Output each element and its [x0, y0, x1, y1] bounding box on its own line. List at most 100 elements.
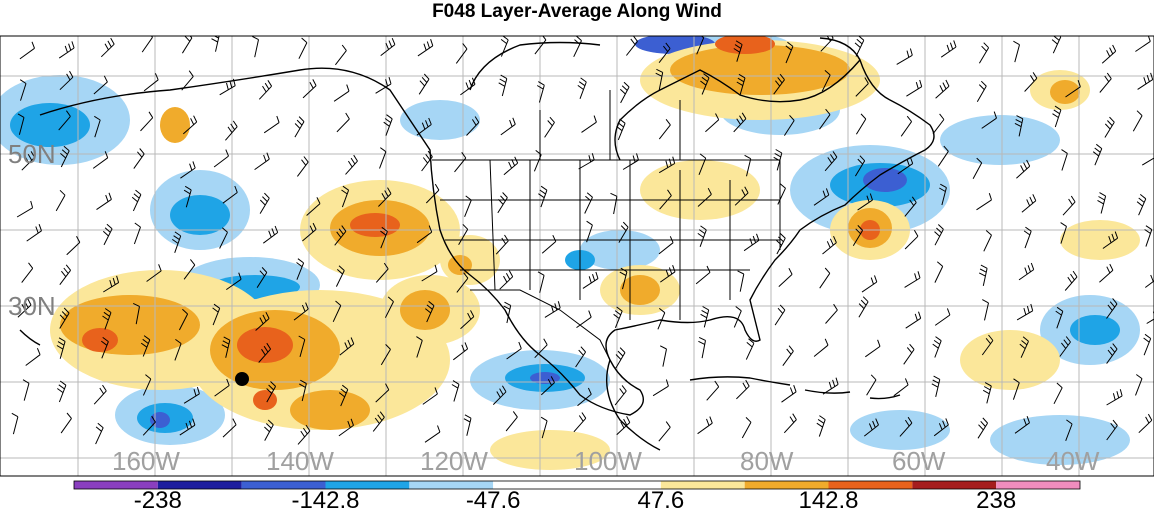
lon-label-80w: 80W	[740, 446, 794, 476]
wind-barb	[132, 302, 140, 325]
wind-barb	[1059, 336, 1071, 357]
wind-barb	[981, 111, 997, 129]
wind-barb	[1132, 110, 1143, 132]
colorbar-swatch	[241, 481, 326, 489]
wind-barb	[306, 197, 321, 216]
wind-barb	[452, 342, 469, 361]
wind-barb	[658, 42, 671, 64]
wind-barb	[578, 153, 595, 170]
wind-barb	[102, 308, 112, 330]
wind-barb	[1099, 263, 1114, 283]
wind-barb	[1144, 225, 1153, 247]
wind-barb	[577, 387, 592, 407]
wind-barb	[379, 147, 387, 169]
wind-barb	[372, 411, 385, 432]
wind-barb	[183, 185, 192, 208]
wind-barb	[222, 185, 238, 204]
wind-barb	[378, 187, 392, 207]
wind-barb	[212, 303, 221, 326]
wind-barb	[338, 384, 349, 407]
wind-barb	[93, 384, 107, 405]
wind-barb	[659, 189, 672, 210]
wind-barb	[258, 342, 272, 363]
wind-barb	[852, 225, 864, 247]
wind-barb	[416, 117, 432, 136]
lon-label-100w: 100W	[574, 446, 642, 476]
wind-barb	[697, 225, 707, 247]
wind-barb	[537, 271, 545, 293]
wind-barb	[380, 344, 391, 366]
wind-barb	[781, 385, 797, 403]
wind-barb	[934, 261, 944, 283]
wind-barb	[1138, 413, 1153, 434]
wind-barb	[778, 267, 793, 287]
wind-barb	[893, 378, 909, 397]
wind-barb	[92, 151, 109, 169]
wind-barb	[573, 412, 587, 433]
wind-barb	[101, 336, 109, 359]
wind-barb	[1060, 222, 1067, 244]
wind-barb	[733, 306, 742, 328]
wind-barb	[179, 418, 196, 436]
wind-barb	[534, 338, 548, 359]
wind-barb	[332, 300, 342, 323]
wind-barb	[821, 70, 831, 92]
wind-barb	[421, 150, 433, 172]
wind-barb	[1019, 336, 1029, 358]
wind-barb	[297, 156, 309, 177]
wind-barb	[380, 38, 396, 56]
wind-barb	[733, 40, 743, 62]
wind-barb	[294, 116, 305, 138]
wind-barb	[904, 229, 919, 250]
wind-barb	[17, 298, 32, 318]
wind-barb	[55, 189, 66, 212]
wind-barb	[745, 338, 755, 360]
wind-barb	[734, 186, 749, 206]
wind-barb	[416, 225, 433, 244]
wind-barb	[1145, 272, 1154, 288]
wind-barb	[219, 78, 236, 96]
wind-barb	[658, 236, 674, 255]
wind-barb	[25, 348, 41, 366]
wind-barb	[978, 42, 990, 64]
wind-barb	[451, 380, 460, 402]
wind-barb	[978, 264, 988, 287]
wind-barb	[296, 258, 305, 280]
wind-barb	[659, 345, 667, 367]
wind-barb	[383, 114, 393, 136]
wind-barb	[335, 44, 347, 66]
wind-barb	[977, 417, 989, 439]
wind-barb	[1106, 298, 1118, 319]
colorbar-swatch	[744, 481, 829, 489]
wind-barb	[1023, 226, 1032, 249]
wind-barb	[982, 382, 992, 404]
colorbar-swatch	[493, 481, 577, 489]
colorbar-swatch	[74, 481, 158, 489]
wind-barb	[1135, 374, 1143, 396]
wind-barb	[933, 418, 949, 437]
wind-barb	[95, 422, 104, 445]
wind-barb	[1012, 378, 1020, 400]
colorbar-label: -238	[134, 487, 182, 511]
wind-barb	[581, 115, 597, 133]
colorbar-swatch	[325, 481, 410, 489]
wind-barb	[660, 265, 676, 283]
colorbar: -238 -142.8 -47.6 47.6 142.8 238	[73, 480, 1081, 511]
wind-barb	[1064, 270, 1078, 291]
wind-barb	[299, 379, 307, 402]
colorbar-label: -47.6	[466, 487, 521, 511]
wind-barb	[899, 416, 913, 437]
wind-barb	[16, 200, 34, 218]
lon-label-160w: 160W	[112, 446, 180, 476]
wind-barb	[736, 379, 750, 400]
wind-barb	[1013, 40, 1020, 63]
wind-barb	[776, 233, 786, 255]
lon-label-60w: 60W	[892, 446, 946, 476]
wind-barb	[1137, 72, 1154, 90]
wind-barb	[226, 272, 242, 291]
lon-label-40w: 40W	[1046, 446, 1100, 476]
wind-barb	[619, 81, 630, 104]
wind-barb	[266, 381, 277, 403]
wind-barb	[506, 341, 522, 360]
